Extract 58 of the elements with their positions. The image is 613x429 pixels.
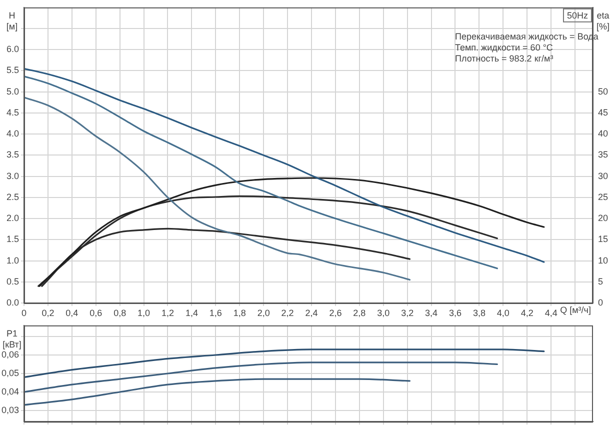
y2-tick-label: 45 — [598, 107, 608, 118]
x-tick-label: 0,4 — [66, 308, 78, 318]
y-tick-label: 5.0 — [6, 86, 19, 96]
y-tick-label: 2.0 — [6, 213, 19, 224]
x-tick-label: 0 — [21, 308, 27, 318]
x-tick-label: 2,2 — [281, 308, 294, 318]
y-tick-label: 4.5 — [6, 107, 19, 118]
x-tick-label: 1,0 — [138, 308, 150, 318]
y2-tick-label: 30 — [598, 170, 608, 181]
y2-axis-title: eta [%] — [596, 10, 610, 32]
y-tick-label: 4.0 — [6, 128, 19, 139]
y2-tick-label: 5 — [598, 276, 604, 286]
y-tick-label: 3.5 — [6, 150, 19, 160]
x-tick-label: 0,6 — [90, 308, 102, 318]
x-tick-label: 2,6 — [329, 308, 342, 318]
x-tick-label: 4,2 — [520, 308, 534, 318]
y-tick-label: 1.0 — [6, 255, 19, 266]
y2-tick-label: 40 — [598, 128, 608, 139]
x-tick-label: 3,0 — [377, 308, 390, 318]
y-tick-label: 5.5 — [6, 65, 19, 76]
x-tick-label: 3,2 — [401, 308, 414, 318]
annotation: 50Hz — [566, 10, 588, 20]
x-tick-label: 1,6 — [209, 308, 222, 318]
x-tick-label: 3,4 — [425, 308, 438, 318]
x-tick-label: 1,2 — [161, 308, 174, 318]
y-tick-label: 0,05 — [1, 368, 19, 378]
x-tick-label: 4,4 — [544, 308, 558, 318]
y-tick-label: 2.5 — [6, 192, 19, 202]
y-tick-label: 1.5 — [6, 234, 19, 244]
x-tick-label: 0,8 — [114, 308, 126, 318]
y-tick-label: 3.0 — [6, 170, 19, 181]
x-tick-label: 2,8 — [353, 308, 366, 318]
y-axis-title: P1 [кВт] — [2, 328, 22, 350]
x-tick-label: 3,8 — [472, 308, 486, 318]
y2-tick-label: 10 — [598, 255, 608, 266]
x-tick-label: 3,6 — [448, 308, 462, 318]
y2-tick-label: 0 — [598, 297, 604, 308]
y-tick-label: 0,03 — [1, 404, 19, 415]
y2-tick-label: 15 — [598, 234, 608, 244]
y2-tick-label: 20 — [598, 213, 608, 224]
y-tick-label: 0.0 — [6, 297, 19, 308]
x-axis-title: Q [м³/ч] — [560, 304, 591, 315]
x-tick-label: 2,4 — [305, 308, 318, 318]
x-tick-label: 1,8 — [233, 308, 246, 318]
annotation: Плотность = 983.2 кг/м³ — [455, 53, 554, 64]
y2-tick-label: 50 — [598, 86, 608, 96]
y-tick-label: 0,06 — [1, 349, 19, 360]
y-tick-label: 0.5 — [6, 276, 19, 286]
y-tick-label: 6.0 — [6, 44, 19, 54]
y-tick-label: 0,04 — [1, 386, 19, 396]
annotation: Темп. жидкости = 60 °C — [455, 42, 554, 52]
x-tick-label: 0,2 — [42, 308, 54, 318]
x-tick-label: 4,0 — [496, 308, 510, 318]
y2-tick-label: 35 — [598, 150, 608, 160]
y2-tick-label: 25 — [598, 192, 608, 202]
y-axis-title: H [м] — [6, 10, 18, 32]
x-tick-label: 1,4 — [185, 308, 198, 318]
x-tick-label: 2,0 — [257, 308, 270, 318]
